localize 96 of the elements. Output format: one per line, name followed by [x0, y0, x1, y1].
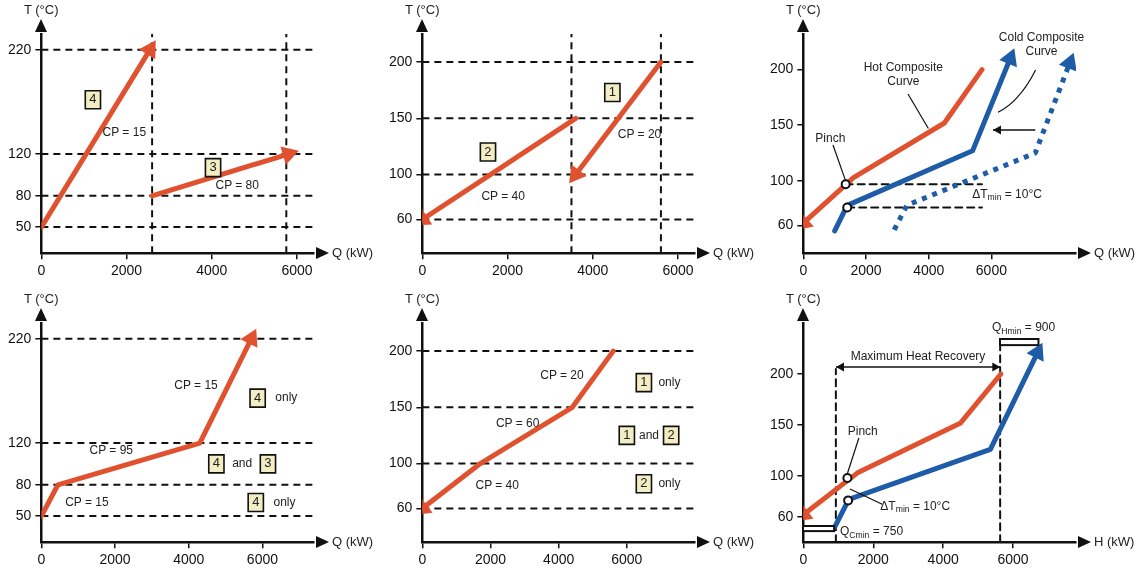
annotation: only	[658, 476, 681, 491]
y-tick-label: 100	[770, 171, 794, 188]
y-tick-label: 220	[8, 329, 32, 346]
y-axis-title: T (°C)	[404, 290, 440, 306]
point	[840, 179, 851, 190]
annotation: CP = 40	[475, 478, 520, 493]
x-tick-label: 0	[37, 262, 46, 279]
x-tick-label: 4000	[913, 262, 945, 279]
annotation: 4	[212, 455, 220, 471]
x-tick-label: 6000	[611, 551, 643, 568]
annotation: only	[273, 494, 296, 509]
x-tick-label: 2000	[857, 551, 890, 568]
y-tick-label: 60	[777, 507, 794, 524]
annotation: Pinch	[847, 424, 878, 439]
y-tick-label: 60	[777, 216, 794, 233]
annotation: 1	[608, 84, 616, 100]
y-tick-label: 220	[8, 40, 32, 57]
y-tick-label: 50	[15, 506, 32, 523]
y-tick-label: 60	[396, 499, 413, 516]
point	[843, 495, 854, 506]
x-tick-label: 2000	[850, 262, 882, 279]
annotation: 2	[640, 475, 648, 491]
point	[842, 202, 853, 213]
x-tick-label: 0	[799, 551, 808, 568]
y-axis-title: T (°C)	[23, 290, 59, 306]
x-tick-label: 2000	[491, 262, 524, 279]
annotation: CP = 15	[174, 377, 219, 392]
y-tick-label: 100	[389, 454, 413, 471]
annotation: CP = 95	[89, 442, 134, 457]
annotation: CP = 15	[102, 125, 147, 140]
annotation: 1	[623, 426, 631, 442]
annotation: 4	[252, 494, 260, 510]
annotation: and	[638, 427, 660, 442]
y-tick-label: 150	[770, 415, 794, 432]
y-tick-label: 120	[8, 433, 32, 450]
y-tick-label: 150	[389, 398, 413, 415]
y-axis-title: T (°C)	[404, 1, 440, 17]
annotation: 3	[264, 455, 272, 471]
annotation: 2	[667, 426, 675, 442]
x-tick-label: 0	[418, 262, 427, 279]
annotation: 2	[484, 143, 492, 159]
annotation: 3	[209, 159, 217, 175]
y-tick-label: 120	[8, 144, 32, 161]
x-tick-label: 4000	[577, 262, 609, 279]
annotation: CP = 40	[481, 189, 526, 204]
y-tick-label: 200	[770, 60, 794, 77]
annotation: Pinch	[815, 130, 846, 145]
x-tick-label: 6000	[662, 262, 694, 279]
annotation: CP = 60	[495, 416, 540, 431]
annotation: 4	[254, 389, 262, 405]
y-tick-label: 100	[389, 165, 413, 182]
x-axis-title: Q (kW)	[1094, 244, 1136, 260]
x-tick-label: 6000	[975, 262, 1008, 279]
point	[842, 472, 853, 483]
x-tick-label: 4000	[927, 551, 959, 568]
x-tick-label: 2000	[110, 262, 143, 279]
annotation: CP = 80	[215, 177, 260, 192]
x-tick-label: 6000	[997, 551, 1029, 568]
x-tick-label: 0	[418, 551, 427, 568]
y-tick-label: 150	[389, 109, 413, 126]
y-axis-title: T (°C)	[23, 1, 59, 17]
x-tick-label: 4000	[196, 262, 228, 279]
y-axis-title: T (°C)	[785, 1, 821, 17]
x-tick-label: 2000	[99, 551, 131, 568]
x-tick-label: 6000	[281, 262, 313, 279]
annotation: Maximum Heat Recovery	[850, 348, 986, 363]
y-tick-label: 150	[770, 116, 794, 133]
annotation: and	[232, 456, 253, 471]
x-tick-label: 0	[799, 262, 808, 279]
y-tick-label: 80	[15, 475, 32, 492]
annotation: CP = 20	[540, 368, 585, 383]
x-axis-title: H (kW)	[1094, 533, 1135, 549]
y-tick-label: 200	[389, 341, 413, 358]
annotation: Hot Composite Curve	[863, 60, 944, 89]
y-tick-label: 80	[15, 186, 32, 203]
x-tick-label: 4000	[543, 551, 575, 568]
x-tick-label: 4000	[173, 551, 205, 568]
annotation: CP = 15	[65, 494, 109, 509]
x-axis-title: Q (kW)	[332, 244, 374, 260]
x-tick-label: 2000	[474, 551, 507, 568]
x-tick-label: 0	[37, 551, 46, 568]
annotation: 4	[89, 91, 97, 107]
y-tick-label: 100	[770, 466, 794, 483]
x-tick-label: 6000	[246, 551, 279, 568]
y-axis-title: T (°C)	[785, 290, 821, 306]
x-axis-title: Q (kW)	[713, 533, 755, 549]
annotation: only	[275, 390, 298, 405]
annotation: CP = 20	[617, 127, 662, 142]
y-tick-label: 200	[770, 364, 794, 381]
y-tick-label: 50	[15, 217, 32, 234]
y-tick-label: 200	[389, 52, 413, 69]
annotation: 1	[640, 374, 648, 390]
x-axis-title: Q (kW)	[713, 244, 755, 260]
x-axis-title: Q (kW)	[332, 533, 374, 549]
y-tick-label: 60	[396, 210, 413, 227]
annotation: only	[658, 374, 681, 389]
